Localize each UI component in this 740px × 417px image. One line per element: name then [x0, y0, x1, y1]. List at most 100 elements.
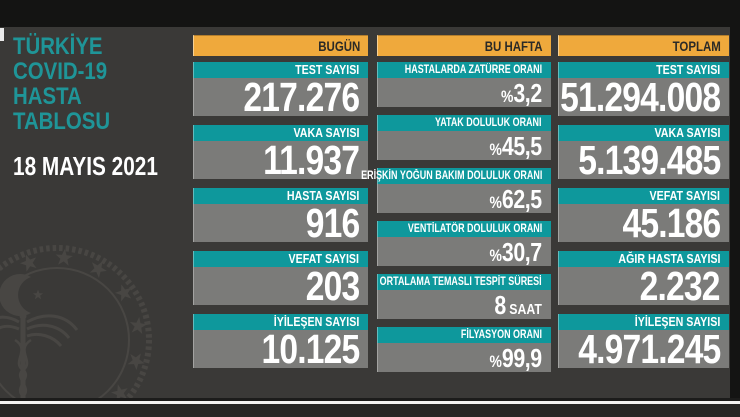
- stat-value-number: 99,9: [502, 342, 542, 373]
- stat-value-bar: 51.294.008: [558, 73, 729, 120]
- column-bugun: BUGÜN TEST SAYISI 217.276 VAKA SAYISI 11…: [193, 35, 368, 377]
- stat-value: %62,5: [489, 186, 543, 212]
- stat-label: HASTALARDA ZATÜRRE ORANI: [404, 64, 542, 76]
- stat-row: FİLYASYON ORANI %99,9: [377, 327, 551, 372]
- stat-row: İYİLEŞEN SAYISI 4.971.245: [558, 314, 729, 369]
- stat-value: 5.139.485: [577, 136, 721, 183]
- column-header-label: BUGÜN: [317, 37, 360, 54]
- stat-label: AĞIR HASTA SAYISI: [617, 251, 720, 266]
- stat-label-bar: İYİLEŞEN SAYISI: [193, 314, 368, 330]
- stat-value: 51.294.008: [559, 73, 721, 120]
- stat-value: 2.232: [639, 262, 721, 309]
- board-date: 18 MAYIS 2021: [13, 151, 194, 182]
- stat-row: YATAK DOLULUK ORANI %45,5: [377, 115, 551, 160]
- letterbox-top-bar: [0, 0, 740, 27]
- stat-row: VEFAT SAYISI 45.186: [558, 188, 729, 246]
- column-toplam: TOPLAM TEST SAYISI 51.294.008 VAKA SAYIS…: [558, 35, 729, 377]
- board-title-line: TABLOSU: [13, 108, 111, 135]
- percent-prefix: %: [489, 351, 503, 371]
- stat-label-bar: İYİLEŞEN SAYISI: [558, 314, 729, 330]
- stat-value-bar: 11.937: [193, 139, 368, 180]
- stat-label: YATAK DOLULUK ORANI: [435, 117, 542, 129]
- stat-row: VAKA SAYISI 5.139.485: [558, 125, 729, 183]
- stat-row: TEST SAYISI 217.276: [193, 62, 368, 120]
- percent-prefix: %: [489, 139, 503, 159]
- stat-value-number: 3,2: [513, 77, 543, 108]
- stat-label-bar: VENTİLATÖR DOLULUK ORANI: [377, 221, 551, 237]
- percent-prefix: %: [501, 86, 514, 106]
- stat-label: İYİLEŞEN SAYISI: [273, 314, 359, 329]
- stat-value: 203: [305, 262, 359, 309]
- health-ministry-emblem-watermark: [0, 245, 152, 417]
- percent-prefix: %: [489, 192, 503, 212]
- stat-row: VEFAT SAYISI 203: [193, 251, 368, 309]
- stat-value-bar: %30,7: [377, 237, 551, 266]
- stat-row: ORTALAMA TEMASLI TESPİT SÜRESİ 8 SAAT: [377, 274, 551, 319]
- stat-value: 217.276: [243, 73, 360, 120]
- stat-value-bar: %62,5: [377, 184, 551, 213]
- stat-label: VAKA SAYISI: [293, 125, 359, 140]
- stat-value-bar: 916: [193, 199, 368, 246]
- stat-value-suffix: SAAT: [506, 300, 542, 318]
- stat-label-bar: VAKA SAYISI: [193, 125, 368, 141]
- stat-value-number: 8: [494, 289, 507, 320]
- stat-value-bar: 2.232: [558, 262, 729, 309]
- column-header-label: TOPLAM: [672, 37, 721, 54]
- stat-label-bar: TEST SAYISI: [193, 62, 368, 78]
- stat-label: ORTALAMA TEMASLI TESPİT SÜRESİ: [380, 276, 542, 288]
- bottom-divider-line: [0, 401, 740, 404]
- board-title-line: TÜRKİYE: [13, 33, 103, 60]
- stat-row: ERİŞKİN YOĞUN BAKIM DOLULUK ORANI %62,5: [361, 168, 551, 213]
- stat-label: VEFAT SAYISI: [288, 251, 359, 266]
- stat-value: 916: [305, 199, 359, 246]
- stat-value-bar: %99,9: [377, 343, 551, 372]
- percent-prefix: %: [489, 245, 503, 265]
- stat-label-bar: VEFAT SAYISI: [193, 251, 368, 267]
- stat-value-number: 30,7: [502, 236, 542, 267]
- board-title-line: HASTA: [13, 83, 82, 110]
- stat-value: 8 SAAT: [495, 292, 542, 318]
- stat-value-bar: %3,2: [377, 78, 551, 107]
- stat-label-bar: ORTALAMA TEMASLI TESPİT SÜRESİ: [377, 274, 551, 290]
- stat-label-bar: AĞIR HASTA SAYISI: [558, 251, 729, 267]
- stat-value-number: 45,5: [502, 130, 542, 161]
- stat-row: VAKA SAYISI 11.937: [193, 125, 368, 180]
- stat-value-bar: 217.276: [193, 73, 368, 120]
- stat-label: TEST SAYISI: [294, 62, 359, 77]
- stat-label-bar: VAKA SAYISI: [558, 125, 729, 141]
- board-title-line: COVID-19: [13, 58, 108, 85]
- stat-value-bar: 4.971.245: [558, 328, 729, 369]
- letterbox-right-bar: [730, 27, 740, 401]
- stat-label: FİLYASYON ORANI: [460, 329, 542, 341]
- stat-value: 45.186: [622, 199, 721, 246]
- stat-label: İYİLEŞEN SAYISI: [634, 314, 720, 329]
- stat-value: 10.125: [261, 325, 360, 372]
- stat-value-bar: 10.125: [193, 325, 368, 372]
- stat-row: TEST SAYISI 51.294.008: [558, 62, 729, 120]
- stat-value-bar: 8 SAAT: [377, 290, 551, 319]
- stat-label-bar: VEFAT SAYISI: [558, 188, 729, 204]
- stat-value-bar: 45.186: [558, 199, 729, 246]
- stat-label-bar: HASTA SAYISI: [193, 188, 368, 204]
- stat-label: HASTA SAYISI: [286, 188, 359, 203]
- stat-label: TEST SAYISI: [655, 62, 720, 77]
- stat-value: %99,9: [489, 342, 543, 373]
- stat-row: HASTA SAYISI 916: [193, 188, 368, 246]
- stat-label-bar: TEST SAYISI: [558, 62, 729, 78]
- stat-label: VEFAT SAYISI: [649, 188, 720, 203]
- column-header-bugun: BUGÜN: [193, 35, 368, 56]
- board-date-text: 18 MAYIS 2021: [13, 151, 158, 181]
- stat-row: İYİLEŞEN SAYISI 10.125: [193, 314, 368, 372]
- stat-value-bar: 203: [193, 262, 368, 309]
- bottom-strip: [0, 404, 740, 417]
- stat-value-bar: %45,5: [377, 131, 551, 160]
- edge-artifact: [0, 28, 4, 41]
- stat-value: %30,7: [489, 236, 543, 267]
- stat-label: ERİŞKİN YOĞUN BAKIM DOLULUK ORANI: [360, 170, 542, 182]
- stat-value: %45,5: [489, 130, 543, 161]
- stat-label-bar: YATAK DOLULUK ORANI: [377, 115, 551, 131]
- stat-label: VAKA SAYISI: [654, 125, 720, 140]
- stat-label-bar: FİLYASYON ORANI: [377, 327, 551, 343]
- stat-label: VENTİLATÖR DOLULUK ORANI: [407, 223, 542, 235]
